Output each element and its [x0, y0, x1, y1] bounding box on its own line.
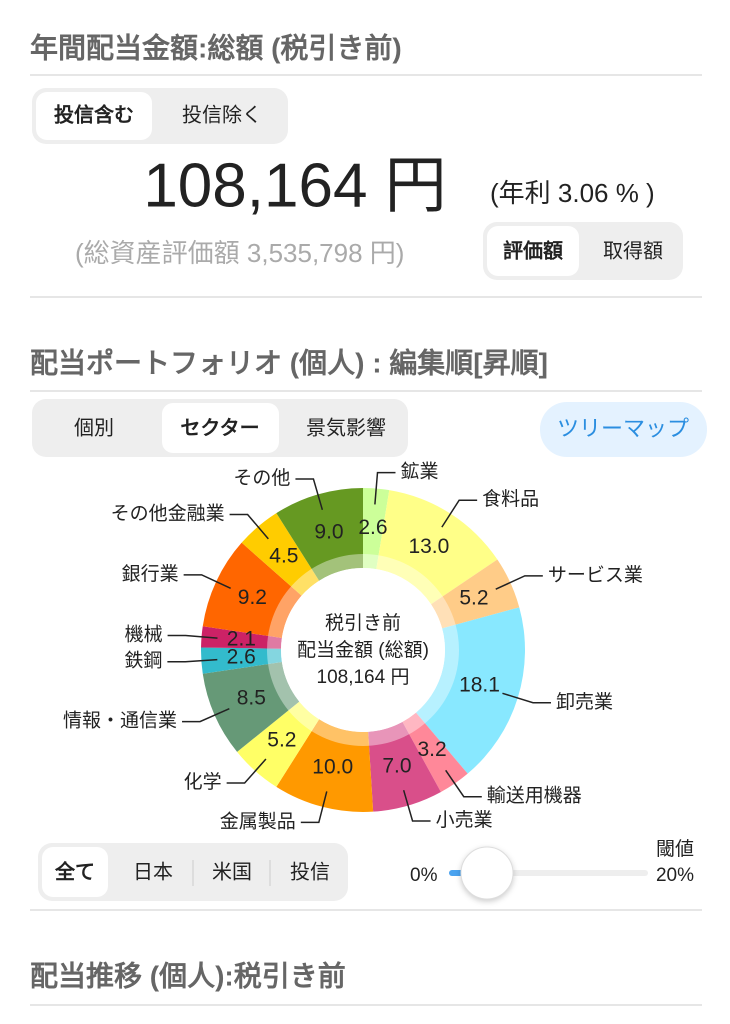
category-label: 食料品	[482, 488, 539, 510]
leader-line	[229, 513, 269, 540]
treemap-button[interactable]	[540, 402, 707, 457]
value-label: 10.0	[312, 756, 353, 779]
value-label: 18.1	[459, 674, 500, 697]
leader-line	[226, 758, 267, 784]
segment-selected	[42, 847, 108, 897]
category-label: 金属製品	[220, 810, 296, 832]
value-label: 5.2	[459, 587, 488, 610]
donut-slice	[276, 488, 363, 581]
category-label: その他	[233, 467, 290, 489]
slider-thumb[interactable]	[460, 846, 514, 900]
leader-line	[441, 499, 478, 528]
center-text: 税引き前	[325, 612, 401, 634]
button-label[interactable]: ツリーマップ	[557, 416, 689, 441]
donut-slice	[363, 488, 390, 570]
category-label: 鉱業	[400, 461, 438, 483]
donut-slice	[202, 542, 302, 638]
tab[interactable]: 投信除く	[182, 103, 262, 126]
slider-label: 閾値	[656, 838, 694, 860]
donut-slice	[431, 559, 520, 629]
segment-selected	[487, 226, 579, 276]
donut-chart: 2.6 鉱業 13.0 食料品 5.2 サービス業 18.1 卸売業 3.2 輸送用機器 7.0 小売…	[63, 461, 643, 833]
donut-slice	[202, 662, 300, 752]
value-label: 13.0	[408, 535, 449, 558]
donut-slice	[415, 607, 525, 774]
category-label: 鉄鋼	[124, 650, 162, 672]
segment-selected	[162, 403, 279, 453]
value-label: 7.0	[382, 755, 411, 778]
leader-line	[167, 658, 218, 663]
tab[interactable]: 取得額	[603, 239, 663, 262]
value-label: 2.6	[358, 516, 387, 539]
tab[interactable]: 日本	[133, 860, 173, 883]
value-label: 2.1	[227, 628, 256, 651]
value-label: 3.2	[417, 738, 446, 761]
segment-selected	[36, 92, 152, 140]
category-label: 機械	[125, 624, 163, 646]
section-title: 配当推移 (個人):税引き前	[30, 959, 346, 991]
yield: (年利 3.06 % )	[490, 178, 655, 208]
donut-slice	[241, 513, 320, 596]
amount: 108,164 円	[143, 151, 446, 220]
value-label: 8.5	[237, 687, 266, 710]
value-label: 9.2	[238, 586, 267, 609]
section-title: 年間配当金額:総額 (税引き前)	[30, 31, 402, 63]
leader-line	[374, 471, 396, 505]
center-text: 配当金額 (総額)	[297, 639, 429, 661]
value-label: 2.6	[227, 646, 256, 669]
tab[interactable]: 米国	[212, 860, 252, 883]
section-title: 配当ポートフォリオ (個人) : 編集順[昇順]	[30, 347, 548, 378]
tab[interactable]: 全て	[54, 859, 95, 883]
leader-line	[300, 791, 328, 824]
value-label: 9.0	[314, 520, 343, 543]
category-label: その他金融業	[111, 503, 225, 525]
leader-line	[183, 574, 231, 590]
donut-slice	[201, 626, 282, 649]
tab[interactable]: 評価額	[503, 238, 563, 262]
assets: (総資産評価額 3,535,798 円)	[75, 238, 404, 268]
value-label: 4.5	[269, 545, 298, 568]
donut-slice	[368, 721, 441, 812]
donut-slice	[376, 490, 498, 605]
leader-line	[495, 575, 543, 590]
donut-slice	[237, 701, 320, 787]
tab[interactable]: 個別	[74, 416, 114, 439]
leader-line	[445, 769, 482, 798]
category-label: 銀行業	[122, 563, 179, 585]
slider-min: 0%	[410, 865, 438, 886]
leader-line	[182, 708, 230, 723]
category-label: サービス業	[548, 564, 643, 586]
tab[interactable]: セクター	[180, 416, 259, 439]
slider-max: 20%	[656, 865, 694, 886]
leader-line	[167, 634, 218, 639]
donut-slice	[276, 719, 374, 812]
tab[interactable]: 投信含む	[54, 102, 134, 126]
category-label: 卸売業	[556, 691, 613, 713]
tab[interactable]: 投信	[290, 860, 330, 883]
value-label: 5.2	[267, 729, 296, 752]
leader-line	[295, 478, 324, 510]
center-text: 108,164 円	[317, 667, 410, 688]
category-label: 化学	[184, 771, 222, 793]
donut-slice	[201, 647, 282, 674]
tab[interactable]: 景気影響	[306, 416, 386, 439]
donut-slice	[402, 712, 468, 793]
donut-hole	[281, 568, 445, 732]
category-label: 輸送用機器	[487, 785, 582, 807]
leader-line	[402, 790, 431, 822]
leader-line	[502, 692, 551, 704]
category-label: 小売業	[436, 809, 493, 831]
category-label: 情報・通信業	[63, 710, 177, 732]
